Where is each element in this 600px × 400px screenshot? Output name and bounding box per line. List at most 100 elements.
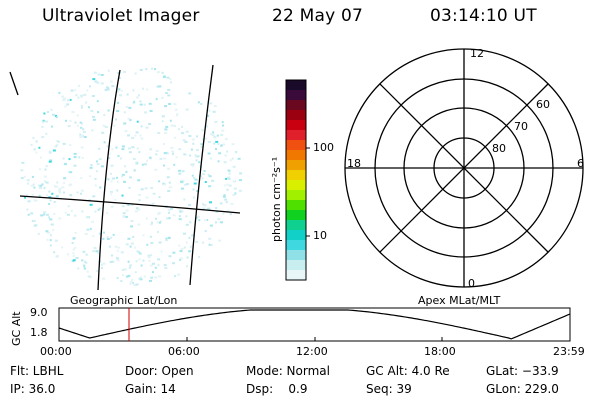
speckle-pixel: [87, 275, 91, 278]
speckle-pixel: [119, 157, 122, 160]
speckle-pixel: [100, 82, 104, 85]
speckle-pixel: [140, 264, 143, 267]
speckle-pixel: [207, 152, 211, 155]
speckle-pixel: [237, 157, 241, 160]
speckle-pixel: [163, 74, 166, 77]
lon-line-1: [9, 71, 19, 96]
speckle-pixel: [103, 141, 106, 144]
speckle-pixel: [123, 180, 126, 183]
speckle-pixel: [196, 155, 200, 158]
speckle-pixel: [226, 176, 230, 179]
speckle-pixel: [144, 163, 147, 166]
speckle-pixel: [95, 170, 98, 173]
speckle-pixel: [92, 118, 96, 121]
speckle-pixel: [47, 231, 51, 234]
colorbar-swatch: [286, 130, 306, 141]
speckle-pixel: [97, 73, 101, 76]
speckle-pixel: [90, 110, 94, 112]
speckle-pixel: [82, 250, 86, 253]
speckle-pixel: [224, 154, 228, 157]
speckle-pixel: [27, 213, 30, 216]
speckle-pixel: [92, 195, 96, 198]
speckle-pixel: [188, 250, 192, 253]
speckle-pixel: [138, 94, 140, 97]
speckle-pixel: [68, 158, 71, 161]
speckle-pixel: [45, 230, 49, 233]
speckle-pixel: [161, 115, 165, 118]
speckle-pixel: [48, 160, 52, 163]
speckle-pixel: [166, 217, 169, 220]
speckle-pixel: [134, 271, 137, 274]
speckle-pixel: [178, 169, 181, 172]
speckle-pixel: [182, 139, 186, 142]
speckle-pixel: [185, 130, 189, 133]
speckle-pixel: [207, 141, 211, 143]
speckle-pixel: [132, 89, 135, 92]
speckle-pixel: [191, 174, 194, 177]
speckle-pixel: [213, 136, 217, 139]
speckle-pixel: [76, 191, 79, 194]
speckle-pixel: [168, 255, 172, 258]
speckle-pixel: [64, 211, 67, 214]
speckle-pixel: [172, 251, 176, 254]
speckle-pixel: [226, 183, 229, 186]
auroral-speckle: [20, 67, 243, 286]
speckle-pixel: [232, 180, 236, 183]
speckle-pixel: [63, 97, 67, 100]
speckle-pixel: [150, 187, 154, 189]
speckle-pixel: [106, 86, 110, 89]
colorbar-frame: [285, 79, 307, 281]
speckle-pixel: [72, 254, 75, 257]
speckle-pixel: [89, 227, 92, 230]
speckle-pixel: [49, 244, 52, 247]
speckle-pixel: [97, 252, 101, 255]
speckle-pixel: [204, 181, 207, 183]
speckle-pixel: [202, 241, 205, 244]
colorbar-swatch: [286, 230, 306, 241]
speckle-pixel: [170, 124, 174, 127]
speckle-pixel: [215, 207, 218, 209]
speckle-pixel: [45, 120, 48, 123]
speckle-pixel: [112, 177, 115, 180]
speckle-pixel: [71, 111, 75, 113]
speckle-pixel: [179, 250, 183, 253]
speckle-pixel: [185, 108, 189, 111]
speckle-pixel: [164, 267, 168, 269]
speckle-pixel: [125, 106, 129, 108]
speckle-pixel: [102, 262, 106, 265]
speckle-pixel: [129, 281, 132, 283]
speckle-pixel: [203, 170, 206, 172]
speckle-pixel: [150, 242, 154, 244]
speckle-pixel: [166, 76, 170, 79]
speckle-pixel: [43, 211, 47, 214]
strip-xtick-3: 18:00: [424, 345, 456, 358]
speckle-pixel: [178, 209, 181, 211]
speckle-pixel: [58, 187, 62, 190]
speckle-pixel: [94, 210, 97, 213]
speckle-pixel: [117, 246, 120, 249]
speckle-pixel: [123, 122, 127, 125]
speckle-pixel: [27, 200, 31, 203]
footer-mode: Mode: Normal: [246, 364, 330, 378]
speckle-pixel: [82, 263, 86, 266]
speckle-pixel: [63, 191, 65, 194]
speckle-pixel: [130, 225, 133, 228]
colorbar-swatch: [286, 120, 306, 131]
speckle-pixel: [220, 133, 224, 136]
speckle-pixel: [21, 161, 25, 164]
colorbar-tick-label-10: 10: [313, 229, 327, 242]
speckle-pixel: [197, 215, 200, 218]
speckle-pixel: [232, 194, 236, 196]
speckle-pixel: [100, 165, 104, 168]
speckle-pixel: [86, 228, 90, 231]
speckle-pixel: [192, 188, 195, 191]
lon-line-3: [189, 64, 214, 286]
speckle-pixel: [234, 192, 237, 195]
speckle-pixel: [61, 186, 65, 189]
speckle-pixel: [128, 266, 131, 269]
speckle-pixel: [116, 189, 119, 192]
speckle-pixel: [73, 156, 77, 159]
speckle-pixel: [160, 250, 163, 253]
speckle-pixel: [224, 138, 228, 141]
